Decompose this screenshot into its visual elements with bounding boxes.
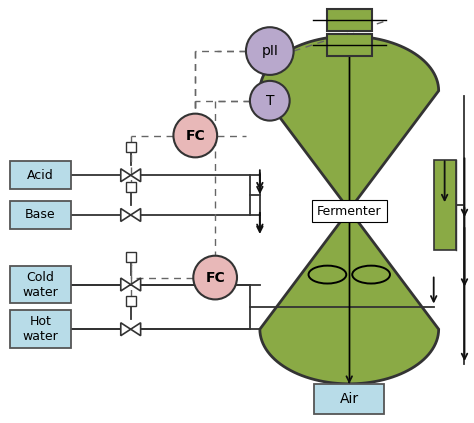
Polygon shape [121, 278, 131, 291]
Bar [126, 252, 136, 262]
Bar [126, 143, 136, 152]
Bar [9, 266, 71, 303]
Bar [328, 9, 372, 31]
Polygon shape [121, 209, 131, 221]
Polygon shape [121, 323, 131, 336]
Bar [311, 200, 387, 222]
Bar [126, 297, 136, 306]
Bar [9, 310, 71, 348]
Text: Base: Base [25, 209, 55, 222]
Circle shape [193, 256, 237, 299]
Bar [9, 201, 71, 229]
Polygon shape [131, 209, 141, 221]
Bar [126, 182, 136, 192]
Text: Cold
water: Cold water [22, 271, 58, 299]
Bar [434, 160, 456, 250]
Polygon shape [131, 323, 141, 336]
Text: Air: Air [340, 392, 359, 406]
Polygon shape [131, 169, 141, 182]
Circle shape [246, 27, 293, 75]
Text: T: T [265, 94, 274, 108]
Text: FC: FC [205, 271, 225, 285]
Bar [314, 384, 384, 414]
Text: Hot
water: Hot water [22, 315, 58, 343]
Circle shape [173, 114, 217, 157]
Text: Acid: Acid [27, 169, 54, 182]
Bar [328, 34, 372, 56]
Polygon shape [121, 169, 131, 182]
Bar [9, 161, 71, 189]
Circle shape [250, 81, 290, 121]
Polygon shape [131, 278, 141, 291]
Text: FC: FC [185, 129, 205, 143]
Text: Fermenter: Fermenter [317, 204, 382, 217]
Polygon shape [260, 36, 438, 384]
Text: pII: pII [261, 44, 278, 58]
